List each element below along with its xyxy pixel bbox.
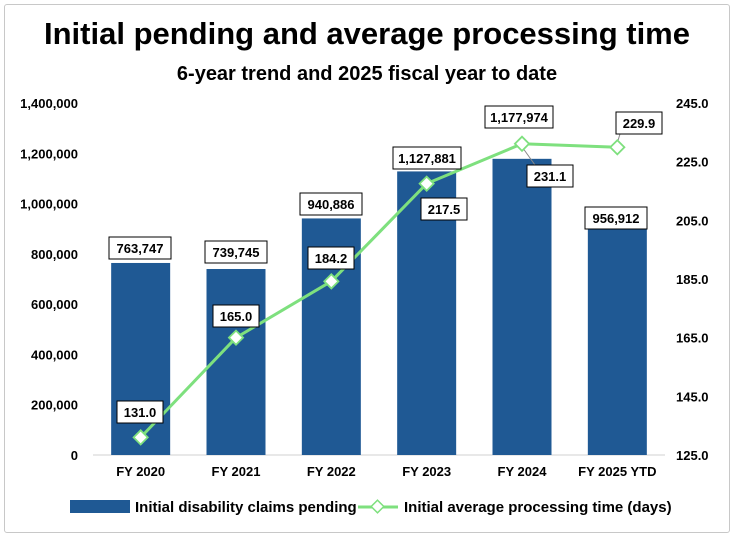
line-point xyxy=(608,138,626,156)
bar-value-label: 956,912 xyxy=(593,211,640,226)
bar-value-label-box xyxy=(299,192,363,216)
line-value-label: 231.1 xyxy=(534,169,567,184)
bar xyxy=(111,262,171,455)
bar-value-label: 763,747 xyxy=(117,241,164,256)
y-right-tick-label: 145.0 xyxy=(676,389,709,404)
legend-line-marker xyxy=(370,499,385,514)
y-left-tick-label: 800,000 xyxy=(31,247,78,262)
x-tick-label: FY 2024 xyxy=(498,464,548,479)
x-tick-label: FY 2020 xyxy=(116,464,165,479)
line-value-label-box xyxy=(307,246,355,270)
bar xyxy=(206,269,266,455)
plot-area: 0 200,000 400,000 600,000 800,000 1,000,000 1,… xyxy=(20,96,708,479)
line-point xyxy=(227,329,245,347)
bar-value-label-box xyxy=(484,105,554,129)
bar-value-label: 739,745 xyxy=(213,245,260,260)
y-right-tick-label: 125.0 xyxy=(676,448,709,463)
bar-value-label: 1,127,881 xyxy=(398,151,456,166)
line-value-label: 165.0 xyxy=(220,309,253,324)
line-point xyxy=(132,429,150,446)
x-tick-label: FY 2021 xyxy=(212,464,261,479)
y-left-tick-label: 0 xyxy=(71,448,78,463)
y-left-tick-label: 400,000 xyxy=(31,347,78,362)
y-right-tick-label: 245.0 xyxy=(676,96,709,111)
line-value-label-box xyxy=(420,197,468,221)
y-left-tick-label: 200,000 xyxy=(31,398,78,413)
chart-title: Initial pending and average processing t… xyxy=(44,16,690,51)
bar-value-label: 1,177,974 xyxy=(490,110,549,125)
legend: Initial disability claims pending Initia… xyxy=(70,499,672,516)
legend-bar-swatch xyxy=(70,500,130,513)
chart-subtitle: 6-year trend and 2025 fiscal year to dat… xyxy=(177,63,557,85)
x-tick-label: FY 2023 xyxy=(402,464,451,479)
line-value-label-box xyxy=(116,400,164,424)
y-right-tick-label: 165.0 xyxy=(676,331,709,346)
bar xyxy=(492,158,552,456)
bar xyxy=(587,214,647,455)
x-tick-label: FY 2022 xyxy=(307,464,356,479)
processing-time-line xyxy=(139,142,618,439)
bar-value-label-box xyxy=(108,236,172,260)
bar-value-label: 940,886 xyxy=(308,197,355,212)
bar-value-label-box xyxy=(204,240,268,264)
bar-value-label-box xyxy=(584,206,648,230)
line-value-label: 184.2 xyxy=(315,251,348,266)
line-value-label: 131.0 xyxy=(124,405,157,420)
y-right-tick-label: 225.0 xyxy=(676,155,709,170)
line-value-label-box xyxy=(526,164,574,188)
line-value-label: 229.9 xyxy=(623,116,656,131)
line-value-label: 217.5 xyxy=(428,202,461,217)
y-left-tick-label: 1,200,000 xyxy=(20,146,78,161)
line-point xyxy=(322,273,340,290)
line-point xyxy=(418,175,436,193)
legend-line-label: Initial average processing time (days) xyxy=(404,499,672,516)
y-left-tick-label: 600,000 xyxy=(31,297,78,312)
y-left-tick-label: 1,000,000 xyxy=(20,197,78,212)
line-point xyxy=(513,135,531,153)
line-value-label-box xyxy=(615,111,663,135)
line-value-label-box xyxy=(212,304,260,328)
legend-bar-label: Initial disability claims pending xyxy=(135,499,357,516)
x-tick-label: FY 2025 YTD xyxy=(578,464,656,479)
y-right-tick-label: 185.0 xyxy=(676,272,709,287)
y-right-tick-label: 205.0 xyxy=(676,213,709,228)
bar-value-label-box xyxy=(392,146,462,170)
y-left-tick-label: 1,400,000 xyxy=(20,96,78,111)
